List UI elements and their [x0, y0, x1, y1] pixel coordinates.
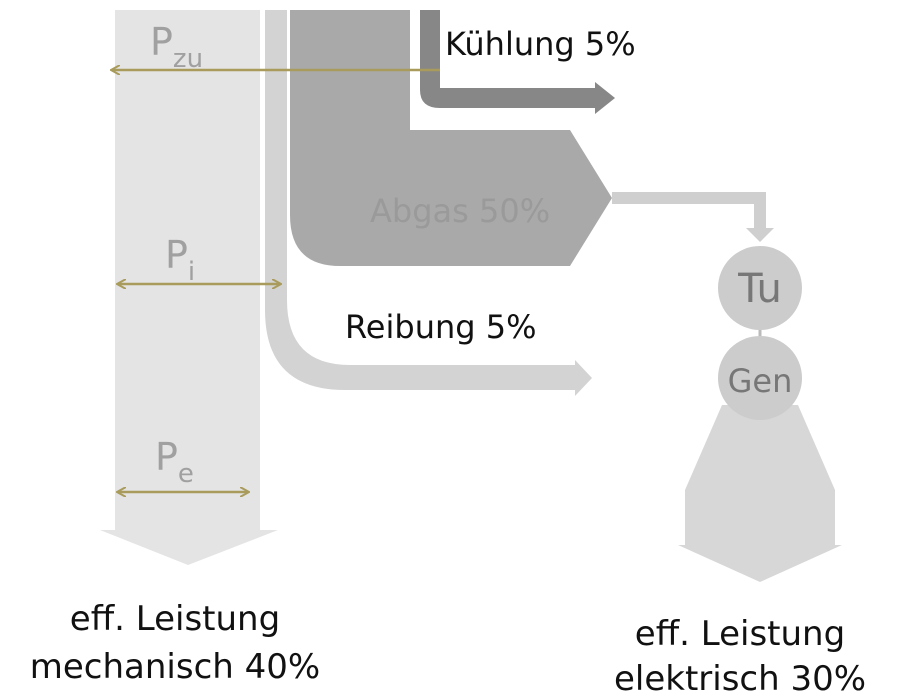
electrical-line: eff. Leistung — [635, 614, 845, 654]
friction-label: Reibung 5% — [345, 308, 537, 346]
label-base: P — [150, 20, 173, 64]
p-e-label: Pe — [155, 435, 194, 489]
mechanical-line: mechanisch 40% — [30, 647, 320, 687]
cooling-label: Kühlung 5% — [445, 25, 636, 63]
label-sub: zu — [173, 44, 203, 74]
label-sub: e — [178, 459, 194, 489]
p-zu-label: Pzu — [150, 20, 203, 74]
exhaust-label: Abgas 50% — [370, 192, 550, 230]
friction-flow — [265, 10, 592, 396]
p-i-label: Pi — [165, 233, 195, 287]
exhaust-connector — [612, 192, 774, 242]
exhaust-flow — [290, 10, 612, 266]
cooling-flow — [420, 10, 615, 114]
power-labels: Pzu Pi Pe — [150, 20, 203, 489]
turbine-label: Tu — [737, 266, 782, 312]
generator-output — [678, 405, 842, 582]
generator-label: Gen — [728, 362, 793, 400]
label-sub: i — [188, 257, 195, 287]
turbine-circle — [718, 246, 802, 330]
label-base: P — [165, 233, 188, 277]
generator-circle — [718, 336, 802, 420]
label-base: P — [155, 435, 178, 479]
mechanical-line: eff. Leistung — [70, 599, 280, 639]
outputs: eff. Leistung mechanisch 40% eff. Leistu… — [30, 599, 866, 699]
electrical-line: elektrisch 30% — [614, 659, 866, 699]
